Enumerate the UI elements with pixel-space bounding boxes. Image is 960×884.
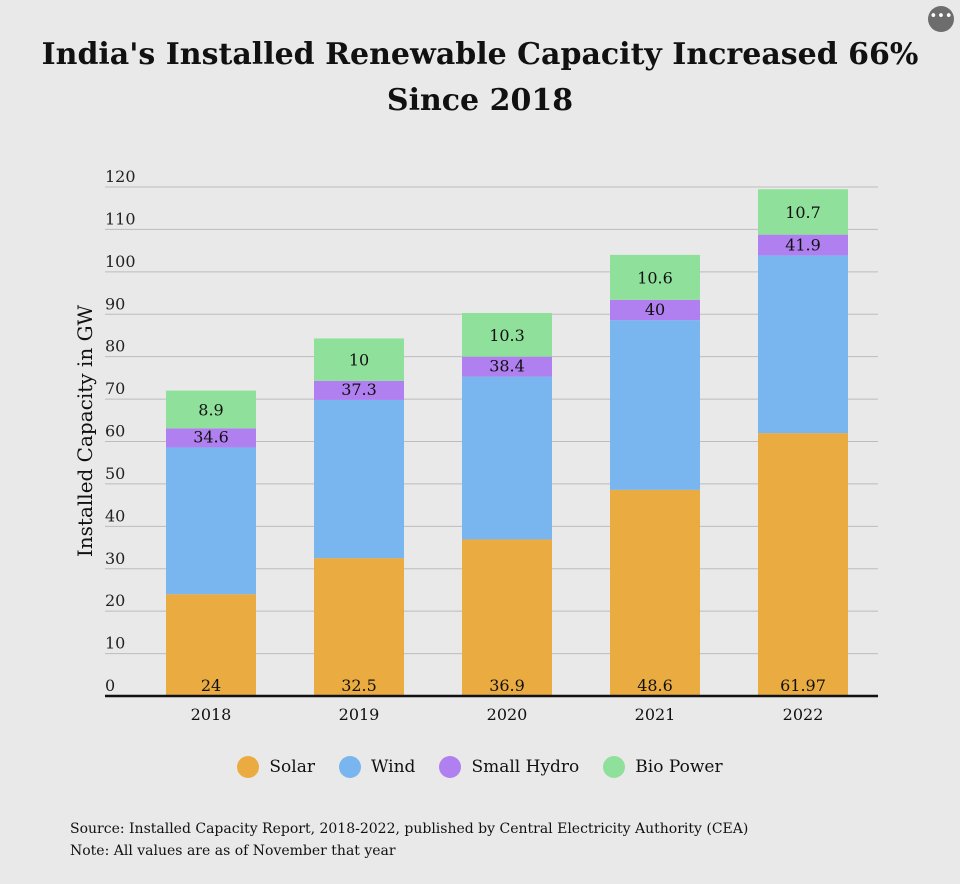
x-tick-label: 2020 <box>487 705 528 724</box>
data-label: 32.5 <box>341 676 377 695</box>
bar-segment-solar <box>166 594 256 696</box>
data-label: 10 <box>349 351 369 370</box>
legend-item: Wind <box>338 756 416 778</box>
bar-segment-small-hydro <box>314 380 404 400</box>
data-label: 10.7 <box>785 203 821 222</box>
data-label: 8.9 <box>198 400 223 419</box>
y-tick-label: 50 <box>105 464 125 483</box>
bar-segment-bio-power <box>610 254 700 300</box>
y-tick-label: 70 <box>105 379 125 398</box>
bar-segment-solar <box>758 433 848 696</box>
legend-item: Small Hydro <box>439 756 579 778</box>
more-options-button[interactable]: ••• <box>928 6 954 32</box>
legend: Solar Wind Small Hydro Bio Power <box>0 756 960 778</box>
y-tick-label: 90 <box>105 294 125 313</box>
bar-segment-solar <box>462 539 552 696</box>
bar-segment-bio-power <box>758 189 848 235</box>
values-note: Note: All values are as of November that… <box>70 843 396 859</box>
x-tick-label: 2022 <box>783 705 824 724</box>
data-label: 24 <box>201 676 221 695</box>
legend-swatch <box>237 756 260 778</box>
data-label: 61.97 <box>780 676 826 695</box>
bar-segment-small-hydro <box>610 299 700 321</box>
legend-item: Solar <box>237 756 315 778</box>
bar-segment-small-hydro <box>166 428 256 448</box>
bar-segment-small-hydro <box>758 234 848 256</box>
legend-label: Wind <box>370 757 416 777</box>
bar-segment-wind <box>758 255 848 434</box>
chart-title-line-2: Since 2018 <box>386 83 574 118</box>
data-label: 37.3 <box>341 380 377 399</box>
data-label: 41.9 <box>785 235 821 254</box>
legend-swatch <box>338 756 361 778</box>
y-tick-label: 40 <box>105 506 125 525</box>
data-label: 10.6 <box>637 268 673 287</box>
data-label: 48.6 <box>637 676 673 695</box>
y-tick-label: 0 <box>105 676 115 695</box>
y-tick-label: 110 <box>105 209 136 228</box>
axes: 0 10 20 30 40 50 60 70 80 90 100 110 120 Installed Ca… <box>73 167 878 724</box>
data-labels: 24 34.6 8.9 32.5 37.3 10 36.9 38.4 10.3 48.6 40 10.… <box>193 203 826 695</box>
chart-title-line-1: India's Installed Renewable Capacity Inc… <box>41 37 919 72</box>
legend-label: Small Hydro <box>471 757 580 777</box>
bar-segment-bio-power <box>314 338 404 381</box>
bar-segment-wind <box>462 376 552 540</box>
legend-label: Bio Power <box>635 757 723 777</box>
chart-title: India's Installed Renewable Capacity Inc… <box>0 32 960 124</box>
y-tick-label: 120 <box>105 167 136 186</box>
y-tick-label: 30 <box>105 549 125 568</box>
bar-segment-bio-power <box>462 312 552 357</box>
more-horizontal-icon: ••• <box>929 9 953 24</box>
legend-swatch <box>603 756 626 778</box>
y-axis-label: Installed Capacity in GW <box>73 304 97 557</box>
legend-label: Solar <box>269 757 315 777</box>
y-tick-label: 100 <box>105 252 136 271</box>
data-label: 34.6 <box>193 427 229 446</box>
legend-item: Bio Power <box>603 756 723 778</box>
y-tick-label: 80 <box>105 337 125 356</box>
bar-segment-wind <box>166 447 256 595</box>
bar-segment-solar <box>314 558 404 696</box>
chart-footnotes: Source: Installed Capacity Report, 2018-… <box>70 818 748 862</box>
y-tick-label: 60 <box>105 422 125 441</box>
bar-segment-small-hydro <box>462 356 552 377</box>
source-note: Source: Installed Capacity Report, 2018-… <box>70 821 749 837</box>
legend-swatch <box>439 756 462 778</box>
y-tick-label: 10 <box>105 634 125 653</box>
x-tick-label: 2018 <box>191 705 232 724</box>
bar-segment-wind <box>314 399 404 559</box>
y-tick-label: 20 <box>105 591 125 610</box>
data-label: 40 <box>645 300 665 319</box>
data-label: 38.4 <box>489 357 525 376</box>
data-label: 10.3 <box>489 326 525 345</box>
x-tick-label: 2019 <box>339 705 380 724</box>
bars <box>166 189 848 696</box>
bar-segment-bio-power <box>166 390 256 429</box>
data-label: 36.9 <box>489 676 525 695</box>
bar-segment-solar <box>610 489 700 696</box>
x-tick-label: 2021 <box>635 705 676 724</box>
bar-segment-wind <box>610 320 700 490</box>
